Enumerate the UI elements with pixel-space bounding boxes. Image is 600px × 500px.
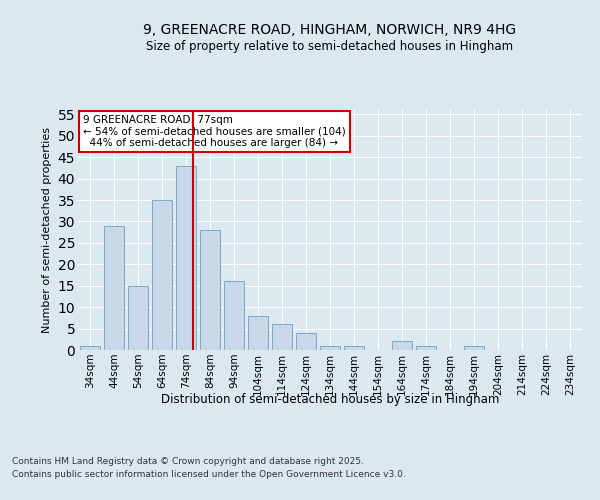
Bar [200, 230, 220, 350]
Bar [248, 316, 268, 350]
Bar [296, 333, 316, 350]
Y-axis label: Number of semi-detached properties: Number of semi-detached properties [42, 127, 52, 333]
Bar [176, 166, 196, 350]
Bar [344, 346, 364, 350]
Bar [80, 346, 100, 350]
Text: 9 GREENACRE ROAD: 77sqm
← 54% of semi-detached houses are smaller (104)
  44% of: 9 GREENACRE ROAD: 77sqm ← 54% of semi-de… [83, 115, 346, 148]
Text: Contains HM Land Registry data © Crown copyright and database right 2025.: Contains HM Land Registry data © Crown c… [12, 458, 364, 466]
Bar [104, 226, 124, 350]
Bar [416, 346, 436, 350]
Text: 9, GREENACRE ROAD, HINGHAM, NORWICH, NR9 4HG: 9, GREENACRE ROAD, HINGHAM, NORWICH, NR9… [143, 22, 517, 36]
Bar [392, 342, 412, 350]
Bar [320, 346, 340, 350]
Bar [152, 200, 172, 350]
Text: Distribution of semi-detached houses by size in Hingham: Distribution of semi-detached houses by … [161, 392, 499, 406]
Text: Size of property relative to semi-detached houses in Hingham: Size of property relative to semi-detach… [146, 40, 514, 53]
Bar [272, 324, 292, 350]
Text: Contains public sector information licensed under the Open Government Licence v3: Contains public sector information licen… [12, 470, 406, 479]
Bar [128, 286, 148, 350]
Bar [224, 282, 244, 350]
Bar [464, 346, 484, 350]
